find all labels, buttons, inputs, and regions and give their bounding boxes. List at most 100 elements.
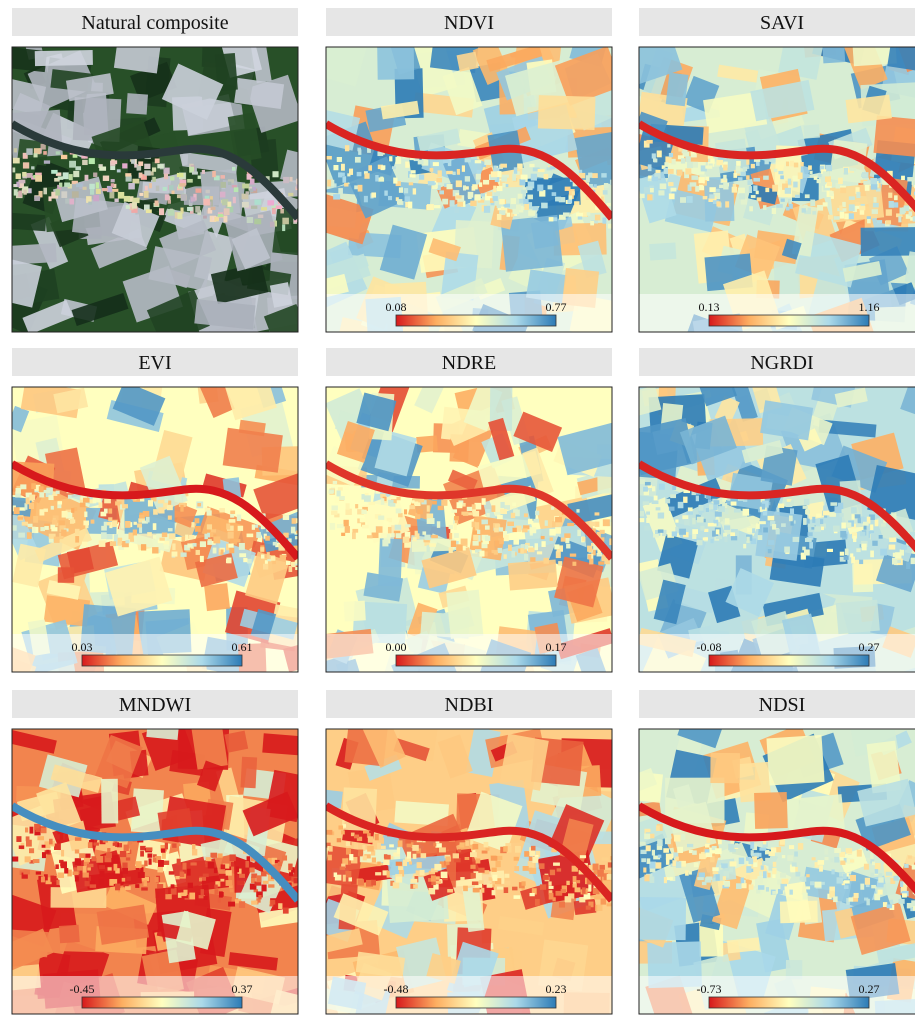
- urban-block: [164, 544, 169, 549]
- urban-block: [859, 206, 865, 211]
- urban-block: [692, 850, 697, 854]
- urban-block: [203, 216, 207, 219]
- urban-block: [35, 175, 42, 181]
- urban-block: [851, 557, 855, 564]
- urban-block: [34, 196, 40, 201]
- urban-block: [144, 164, 150, 169]
- colorbar: [82, 655, 242, 666]
- urban-block: [685, 168, 691, 174]
- urban-block: [812, 211, 816, 215]
- urban-block: [337, 524, 344, 528]
- urban-block: [445, 856, 451, 861]
- urban-block: [716, 201, 720, 206]
- colorbar-min: -0.08: [697, 640, 722, 654]
- urban-block: [463, 886, 468, 891]
- urban-block: [699, 872, 705, 877]
- urban-block: [886, 872, 893, 876]
- urban-block: [512, 503, 516, 507]
- urban-block: [220, 175, 224, 179]
- urban-block: [504, 554, 507, 559]
- urban-block: [686, 196, 692, 203]
- field: [299, 29, 367, 86]
- urban-block: [405, 524, 411, 527]
- urban-block: [530, 893, 535, 896]
- urban-block: [211, 207, 216, 210]
- urban-block: [500, 509, 507, 514]
- urban-block: [484, 842, 489, 847]
- urban-block: [788, 179, 791, 185]
- urban-block: [870, 853, 873, 859]
- urban-block: [75, 529, 80, 535]
- urban-block: [602, 857, 609, 861]
- urban-block: [594, 896, 601, 899]
- urban-block: [889, 545, 896, 550]
- urban-block: [454, 533, 459, 538]
- urban-block: [113, 843, 118, 846]
- urban-block: [751, 195, 756, 198]
- urban-block: [799, 877, 803, 881]
- urban-block: [14, 148, 17, 152]
- panel: Natural composite: [0, 8, 325, 350]
- urban-block: [479, 182, 482, 187]
- urban-block: [664, 162, 668, 167]
- urban-block: [139, 527, 142, 533]
- urban-block: [550, 870, 555, 876]
- urban-block: [540, 884, 546, 889]
- urban-block: [34, 153, 38, 157]
- urban-block: [640, 842, 646, 846]
- urban-block: [844, 885, 849, 889]
- urban-block: [159, 538, 164, 541]
- urban-block: [23, 162, 29, 168]
- urban-block: [904, 864, 909, 868]
- urban-block: [598, 561, 604, 564]
- urban-block: [181, 194, 187, 201]
- urban-block: [392, 166, 396, 169]
- urban-block: [691, 154, 697, 158]
- urban-block: [573, 884, 577, 888]
- urban-block: [57, 872, 64, 877]
- urban-block: [189, 535, 194, 539]
- panel-image: [295, 27, 633, 349]
- urban-block: [557, 868, 561, 871]
- urban-block: [809, 542, 813, 548]
- urban-block: [512, 528, 516, 532]
- urban-block: [465, 841, 469, 846]
- urban-block: [825, 176, 831, 182]
- urban-block: [122, 868, 128, 874]
- panel-title: MNDWI: [119, 694, 191, 716]
- urban-block: [853, 536, 856, 542]
- field: [755, 510, 802, 561]
- urban-block: [803, 518, 807, 525]
- urban-block: [33, 859, 40, 863]
- urban-block: [389, 156, 392, 161]
- urban-block: [25, 827, 28, 832]
- urban-block: [846, 522, 851, 527]
- colorbar-max: 0.27: [859, 982, 880, 996]
- urban-block: [699, 511, 702, 515]
- urban-block: [46, 850, 49, 854]
- urban-block: [230, 187, 233, 192]
- urban-block: [747, 180, 752, 185]
- urban-block: [375, 872, 381, 875]
- urban-block: [603, 190, 608, 194]
- urban-block: [23, 190, 27, 195]
- urban-block: [576, 213, 583, 217]
- urban-block: [41, 828, 47, 834]
- urban-block: [210, 853, 217, 858]
- urban-block: [597, 870, 603, 877]
- urban-block: [471, 873, 476, 879]
- urban-block: [436, 178, 442, 182]
- urban-block: [821, 882, 825, 885]
- urban-block: [586, 175, 590, 182]
- urban-block: [140, 846, 146, 851]
- urban-block: [372, 857, 376, 862]
- urban-block: [563, 212, 570, 216]
- urban-block: [551, 506, 554, 509]
- urban-block: [582, 887, 585, 893]
- urban-block: [872, 209, 878, 214]
- urban-block: [135, 884, 139, 888]
- urban-block: [682, 515, 688, 519]
- urban-block: [12, 525, 17, 530]
- field: [223, 428, 283, 473]
- urban-block: [526, 186, 532, 190]
